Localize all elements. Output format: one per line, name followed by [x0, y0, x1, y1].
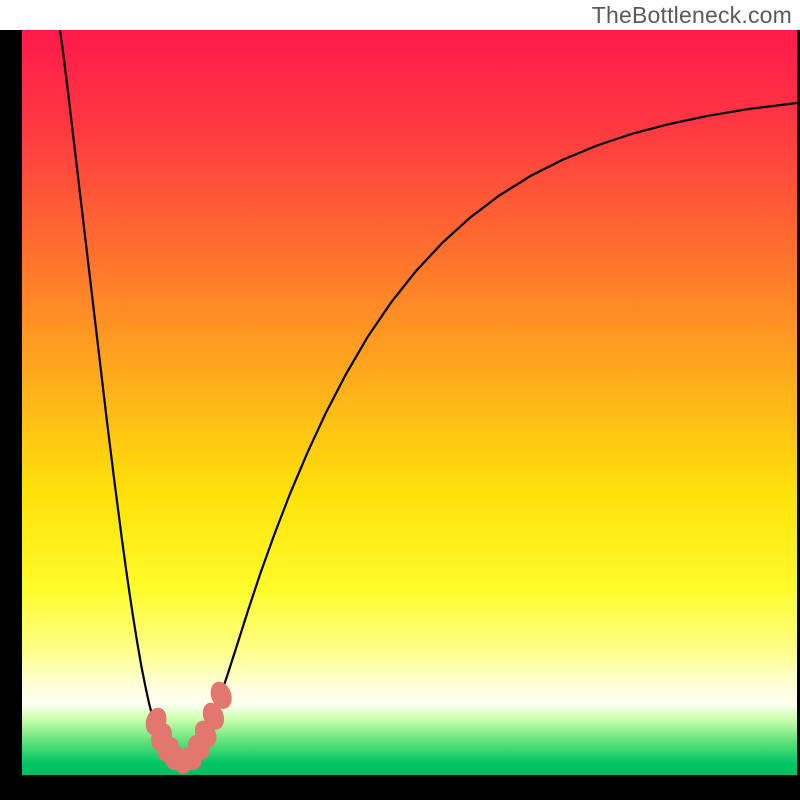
bottleneck-chart — [0, 0, 800, 800]
plot-background — [22, 30, 797, 775]
